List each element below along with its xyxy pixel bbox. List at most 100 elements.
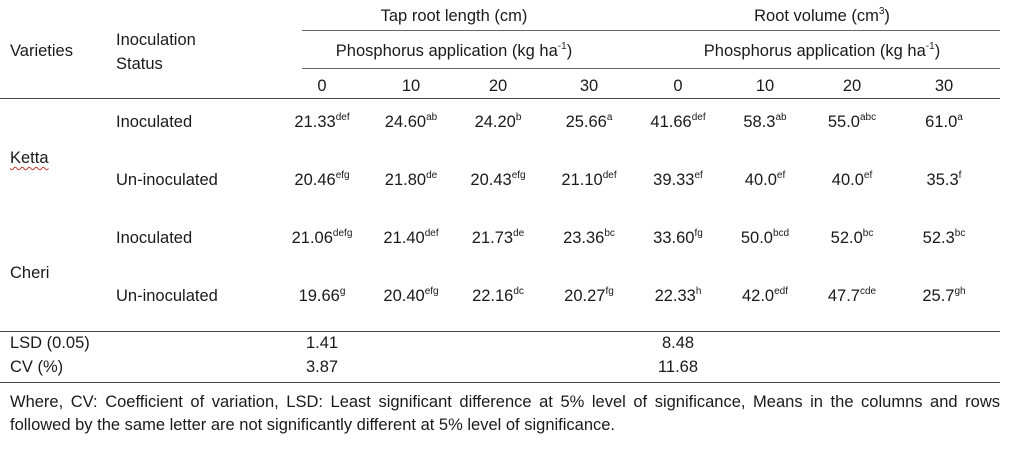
cell-value: 40.0 [744, 171, 777, 189]
header-level: 30 [934, 77, 954, 95]
inoculation-status-cell: Un-inoculated [116, 287, 218, 305]
significance-letters: cde [860, 286, 877, 297]
root-volume-cell: 58.3ab [743, 112, 786, 132]
cell-value: 20.43 [470, 171, 512, 189]
header-inoculation-status-line1: Inoculation [116, 31, 196, 49]
significance-letters: def [424, 228, 439, 239]
header-divider-top [302, 30, 1000, 31]
cell-value: 50.0 [740, 229, 773, 247]
significance-letters: abc [860, 112, 877, 123]
tap-root-length-cell: 20.46efg [294, 170, 349, 190]
tap-root-length-cell: 24.20b [475, 112, 522, 132]
cell-value: 20.27 [564, 287, 606, 305]
significance-letters: fg [605, 286, 614, 297]
cell-value: 21.80 [384, 171, 427, 189]
root-volume-cell: 41.66def [650, 112, 705, 132]
root-volume-cell: 40.0ef [745, 170, 785, 190]
significance-letters: a [957, 112, 963, 123]
tap-root-length-cell: 22.16dc [472, 286, 524, 306]
header-level: 20 [488, 77, 508, 95]
tap-root-length-cell: 20.27fg [564, 286, 614, 306]
significance-letters: de [513, 228, 525, 239]
significance-letters: bc [604, 228, 615, 239]
significance-letters: efg [335, 170, 350, 181]
header-level: 30 [579, 77, 599, 95]
cell-value: 35.3 [926, 171, 959, 189]
footnote: Where, CV: Coefficient of variation, LSD… [10, 393, 1000, 434]
header-level: 0 [673, 77, 683, 95]
significance-letters: gh [954, 286, 966, 297]
significance-letters: efg [511, 170, 526, 181]
header-tap-root-length: Tap root length (cm) [380, 7, 528, 25]
tap-root-length-cell: 20.40efg [383, 286, 438, 306]
significance-letters: a [606, 112, 613, 123]
root-volume-cell: 47.7cde [828, 286, 876, 306]
significance-letters: fg [694, 228, 703, 239]
significance-letters: edf [774, 286, 789, 297]
tap-root-length-cell: 21.40def [383, 228, 438, 248]
header-level: 20 [842, 77, 862, 95]
root-volume-cell: 40.0ef [832, 170, 872, 190]
significance-letters: ab [775, 112, 787, 123]
header-level: 10 [401, 77, 421, 95]
cell-value: 23.36 [563, 229, 605, 247]
cell-value: 22.16 [472, 287, 514, 305]
tap-root-length-cell: 21.33def [294, 112, 349, 132]
cell-value: 55.0 [827, 113, 860, 131]
header-divider-mid [302, 68, 1000, 69]
significance-letters: ab [426, 112, 438, 123]
stat-label: LSD (0.05) [10, 334, 90, 352]
significance-letters: ef [863, 170, 873, 181]
tap-root-length-cell: 21.06defg [292, 228, 353, 248]
cell-value: 41.66 [650, 113, 692, 131]
cell-value: 61.0 [925, 113, 958, 131]
significance-letters: bc [954, 228, 966, 239]
cell-value: 25.66 [565, 113, 607, 131]
significance-letters: def [602, 170, 617, 181]
root-volume-cell: 33.60fg [653, 228, 703, 248]
stat-tap-root-value: 1.41 [305, 334, 339, 352]
significance-letters: b [515, 112, 522, 123]
root-volume-cell: 39.33ef [653, 170, 703, 190]
header-varieties: Varieties [10, 42, 73, 60]
significance-letters: defg [332, 228, 353, 239]
stat-root-volume-value: 8.48 [661, 334, 695, 352]
significance-letters: g [339, 286, 346, 297]
cell-value: 21.33 [294, 113, 336, 131]
significance-letters: f [958, 170, 962, 181]
significance-letters: h [695, 286, 702, 297]
significance-letters: bc [862, 228, 874, 239]
cell-value: 33.60 [653, 229, 695, 247]
header-divider-bottom [0, 98, 1000, 99]
significance-letters: efg [424, 286, 439, 297]
tap-root-length-cell: 25.66a [566, 112, 613, 132]
cell-value: 52.3 [922, 229, 955, 247]
root-volume-cell: 52.0bc [831, 228, 874, 248]
variety-label: Cheri [10, 264, 50, 282]
cell-value: 42.0 [741, 287, 775, 305]
significance-letters: ef [694, 170, 703, 181]
inoculation-status-cell: Inoculated [116, 113, 193, 131]
root-volume-cell: 61.0a [925, 112, 963, 132]
cell-value: 58.3 [743, 113, 776, 131]
tap-root-length-cell: 20.43efg [470, 170, 525, 190]
cell-value: 47.7 [827, 287, 860, 305]
header-root-volume: Root volume (cm3) [754, 6, 890, 26]
cell-value: 20.46 [294, 171, 336, 189]
tap-root-length-cell: 23.36bc [563, 228, 615, 248]
header-inoculation-status-line2: Status [116, 55, 163, 73]
inoculation-status-cell: Un-inoculated [116, 171, 218, 189]
body-divider-bottom [0, 331, 1000, 332]
cell-value: 24.60 [384, 113, 427, 131]
root-volume-cell: 35.3f [927, 170, 962, 190]
cell-value: 19.66 [298, 287, 340, 305]
root-volume-cell: 22.33h [655, 286, 702, 306]
variety-label: Ketta [10, 149, 49, 167]
cell-value: 21.06 [291, 229, 333, 247]
cell-value: 22.33 [654, 287, 696, 305]
cell-value: 24.20 [474, 113, 516, 131]
inoculation-status-cell: Inoculated [116, 229, 193, 247]
cell-value: 21.10 [561, 171, 603, 189]
root-volume-cell: 52.3bc [923, 228, 966, 248]
stat-tap-root-value: 3.87 [305, 358, 339, 376]
